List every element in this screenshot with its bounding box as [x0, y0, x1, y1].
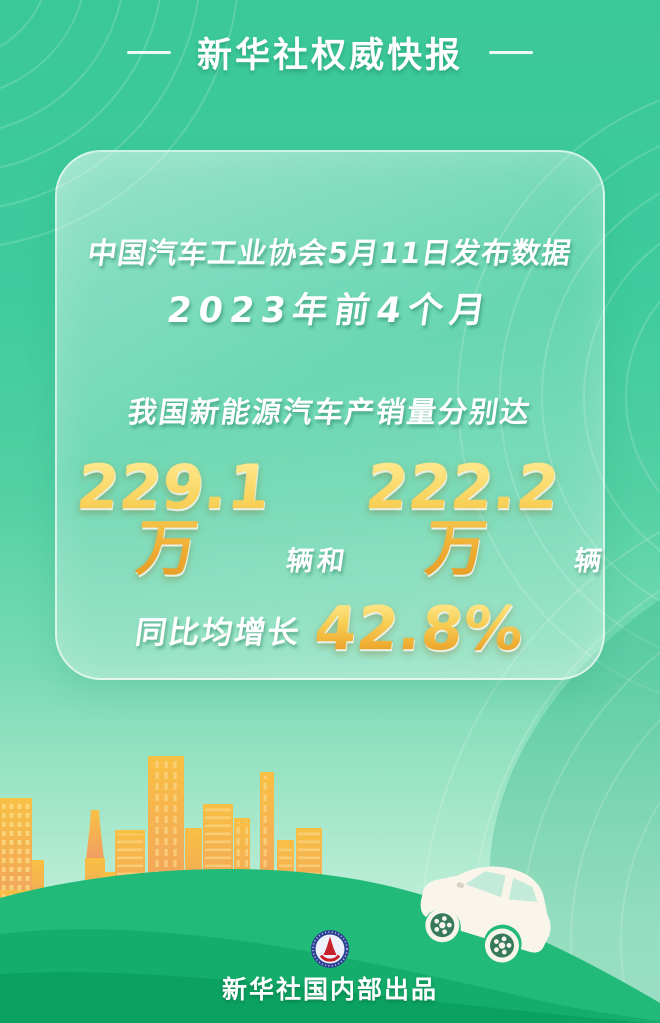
card-lead-line: 我国新能源汽车产销量分别达	[125, 395, 534, 429]
stat-sales-unit: 辆	[572, 546, 604, 577]
header-dash-left	[126, 50, 171, 54]
car-mirror	[456, 882, 464, 889]
card-source-line: 中国汽车工业协会5月11日发布数据	[85, 236, 574, 270]
header-title: 新华社权威快报	[196, 35, 463, 76]
logo-emblem	[323, 936, 337, 955]
white-car-illustration	[420, 866, 551, 963]
card-period-line: 2023年前4个月	[164, 291, 495, 331]
stat-production-value: 229.1万	[51, 452, 290, 584]
car-front-wheel	[425, 908, 460, 943]
growth-value: 42.8%	[311, 594, 528, 664]
growth-label: 同比均增长	[133, 614, 304, 651]
stat-row: 229.1万 辆 和 222.2万 辆	[57, 452, 604, 584]
news-flash-header: 新华社权威快报	[0, 26, 660, 78]
header-dash-right	[489, 50, 533, 54]
stat-sales-value: 222.2万	[339, 452, 578, 584]
car-rear-window	[508, 877, 538, 902]
footer-credit: 新华社国内部出品	[221, 975, 438, 1004]
info-card-content: 中国汽车工业协会5月11日发布数据 2023年前4个月 我国新能源汽车产销量分别…	[57, 152, 604, 664]
growth-row: 同比均增长 42.8%	[57, 594, 603, 664]
stat-production-unit: 辆	[283, 546, 315, 577]
car-windshield	[465, 871, 506, 898]
info-card: 中国汽车工业协会5月11日发布数据 2023年前4个月 我国新能源汽车产销量分别…	[55, 150, 605, 680]
car-rear-wheel	[485, 928, 520, 963]
xinhua-agency-logo	[311, 930, 349, 968]
